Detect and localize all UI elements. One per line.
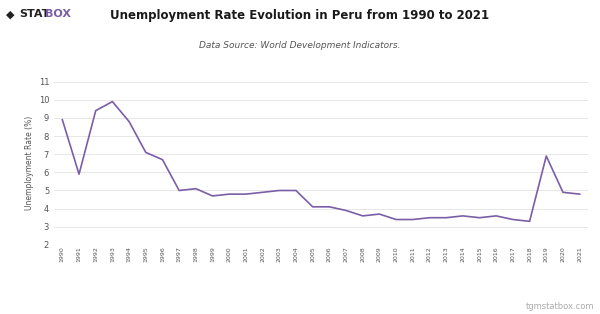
Text: Data Source: World Development Indicators.: Data Source: World Development Indicator… (199, 41, 401, 50)
Text: ◆: ◆ (6, 9, 14, 19)
Text: tgmstatbox.com: tgmstatbox.com (526, 302, 594, 311)
Text: Unemployment Rate Evolution in Peru from 1990 to 2021: Unemployment Rate Evolution in Peru from… (110, 9, 490, 22)
Text: STAT: STAT (19, 9, 50, 19)
Text: BOX: BOX (45, 9, 71, 19)
Y-axis label: Unemployment Rate (%): Unemployment Rate (%) (25, 116, 34, 210)
